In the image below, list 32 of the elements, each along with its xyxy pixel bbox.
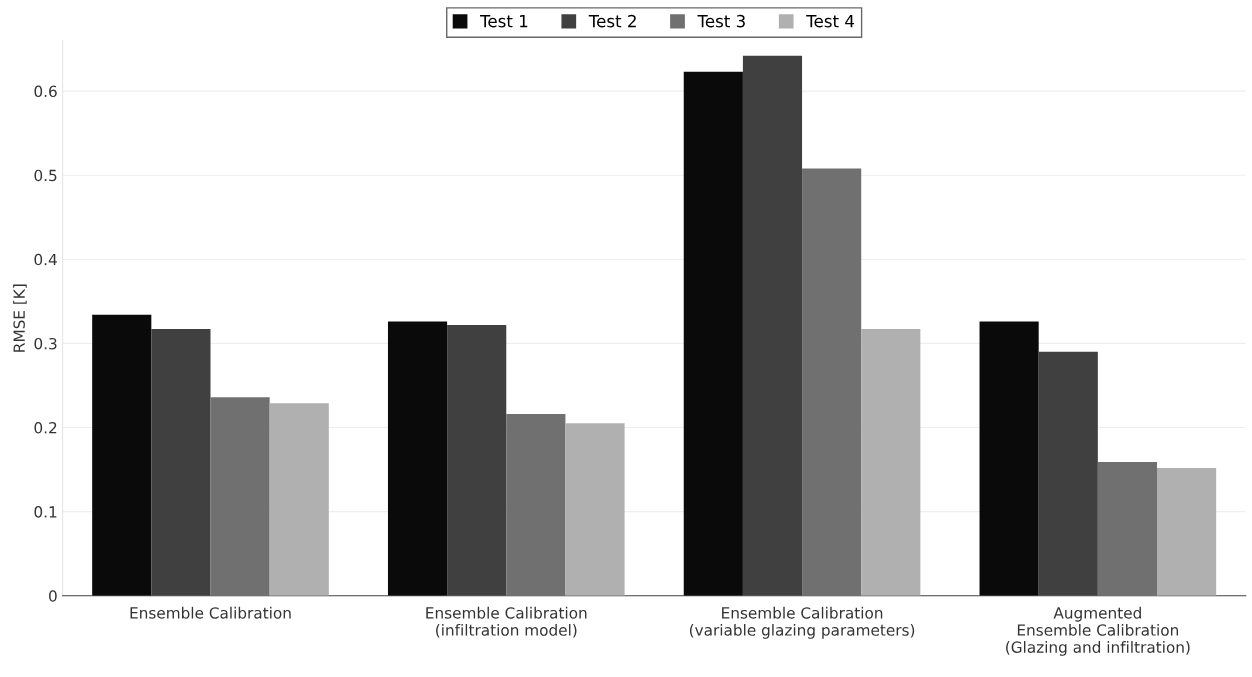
x-tick-label: Ensemble Calibration [130, 606, 291, 619]
bar [1097, 462, 1157, 596]
legend-label: Test 4 [806, 15, 855, 28]
y-tick-label: 0.2 [34, 422, 57, 434]
bar [742, 55, 803, 596]
bar [1157, 467, 1217, 596]
bar [565, 423, 625, 596]
bar [92, 314, 152, 596]
bar [802, 168, 862, 596]
bar [210, 397, 270, 596]
y-axis-title: RMSE [K] [13, 284, 27, 352]
legend-label: Test 1 [480, 15, 528, 28]
bar [861, 329, 921, 596]
bar [269, 403, 329, 596]
y-tick-label: 0.6 [34, 85, 57, 98]
bar [1038, 351, 1098, 596]
bar [683, 71, 743, 596]
y-tick-label: 0 [49, 590, 57, 602]
bar [387, 321, 448, 596]
legend-label: Test 2 [588, 14, 636, 28]
bar [447, 324, 507, 596]
y-tick-label: 0.4 [34, 253, 57, 266]
x-tick-label: Augmented Ensemble Calibration (Glazing and infiltration) [1006, 606, 1190, 656]
y-tick-label: 0.5 [34, 169, 57, 182]
x-tick-label: Ensemble Calibration (infiltration model) [426, 606, 587, 638]
bar [151, 329, 211, 596]
bar [506, 414, 566, 596]
legend-label: Test 3 [697, 14, 745, 28]
y-tick-label: 0.1 [34, 506, 57, 518]
x-tick-label: Ensemble Calibration (variable glazing parameters) [689, 606, 915, 639]
bar [979, 321, 1039, 596]
y-tick-label: 0.3 [34, 337, 57, 350]
